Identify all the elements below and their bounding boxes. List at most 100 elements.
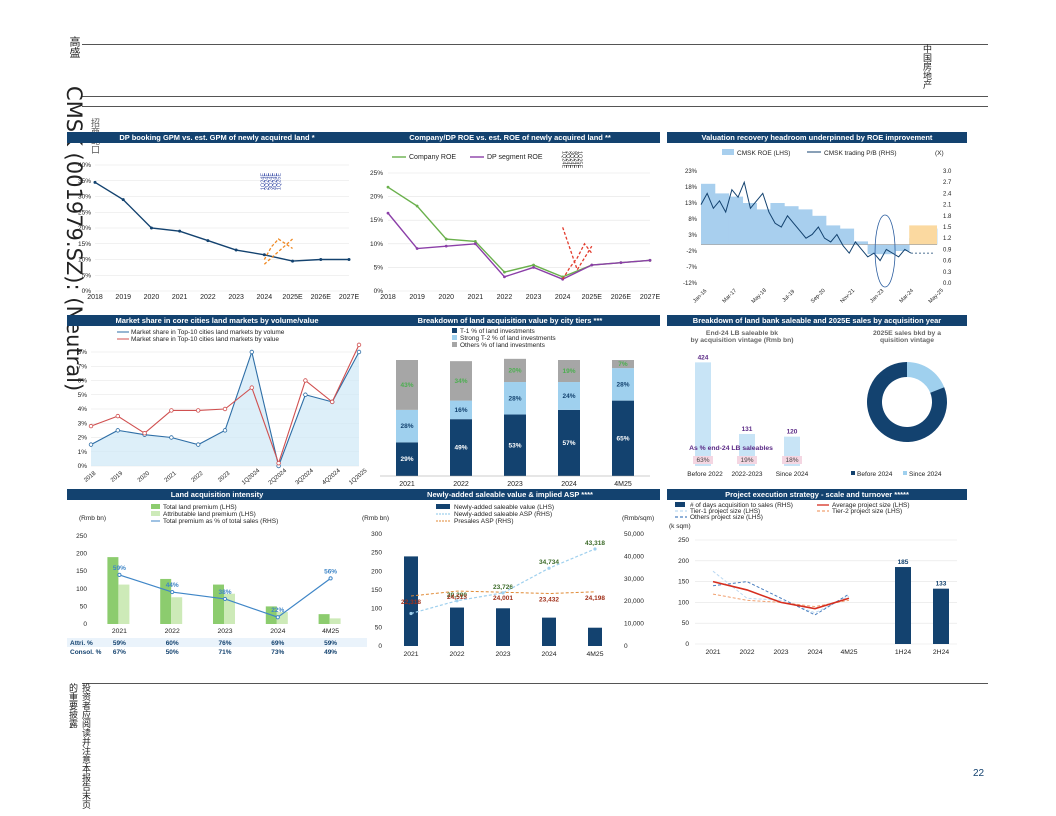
y-tick-label: -7% bbox=[686, 265, 697, 271]
share-point bbox=[276, 460, 281, 466]
x-tick-label: 2021 bbox=[399, 481, 415, 488]
legend-swatch bbox=[452, 335, 457, 340]
stacked-bar-segment bbox=[396, 360, 418, 410]
y-tick-label: 25% bbox=[78, 209, 91, 216]
chart-title: Newly-added saleable value & implied ASP… bbox=[360, 489, 660, 500]
attributable-premium-bar bbox=[171, 597, 183, 624]
legend-label: Attributable land premium (LHS) bbox=[163, 511, 256, 518]
saleable-value-bar bbox=[588, 627, 602, 646]
y-tick-label: 50 bbox=[682, 620, 690, 627]
y-right-tick-label: 50,000 bbox=[624, 531, 644, 538]
y-right-tick-label: 2.1 bbox=[943, 203, 952, 209]
legend-swatch bbox=[851, 471, 855, 475]
roe-chart: 0% 5% 10% 15% 20% 25% 2018 2019 2020 2021 2022 2023… bbox=[370, 151, 660, 301]
share-point bbox=[222, 406, 228, 412]
panel-gpm: DP booking GPM vs. est. GPM of newly acq… bbox=[67, 132, 367, 301]
data-label: 53% bbox=[508, 442, 521, 449]
table-cell: 49% bbox=[324, 649, 337, 656]
y-right-tick-label: 2.7 bbox=[943, 180, 952, 186]
y-tick-label: 30% bbox=[78, 194, 91, 201]
x-tick-label: 1H24 bbox=[895, 649, 911, 656]
y-tick-label: 0 bbox=[685, 641, 689, 648]
data-label: 24% bbox=[562, 393, 575, 400]
x-tick-label: Since 2024 bbox=[776, 471, 809, 478]
total-premium-bar bbox=[318, 614, 330, 624]
execution-chart: # of days acquisition to sales (RHS) Aver… bbox=[669, 502, 957, 656]
highlight-ellipse bbox=[874, 214, 896, 288]
y-tick-label: 250 bbox=[678, 537, 689, 544]
quarter-annotation: 1Q25E bbox=[577, 151, 583, 168]
data-label: 120 bbox=[787, 429, 798, 436]
saleable-value-bar bbox=[496, 608, 510, 646]
gpm-point bbox=[206, 239, 210, 243]
x-tick-label: 2026E bbox=[611, 294, 632, 301]
x-tick-label: 2022 bbox=[165, 628, 180, 635]
x-tick-label: May-25 bbox=[928, 288, 945, 305]
asp-new-point bbox=[455, 599, 459, 603]
x-tick-label: 2022 bbox=[739, 649, 754, 656]
legend-label: Average project size (LHS) bbox=[832, 502, 910, 509]
legend-label: Before 2024 bbox=[857, 471, 893, 478]
share-point bbox=[356, 349, 362, 355]
roe-area-step bbox=[825, 225, 841, 245]
data-label: 185 bbox=[898, 559, 909, 566]
data-label: 34% bbox=[454, 378, 467, 385]
pct-label: 63% bbox=[696, 457, 709, 464]
table-cell: 60% bbox=[166, 640, 179, 647]
cohort-line bbox=[263, 238, 293, 260]
gpm-point bbox=[234, 248, 238, 252]
data-label: 57% bbox=[562, 440, 575, 447]
legend-label: Market share in Top-10 cities land marke… bbox=[131, 329, 285, 336]
stacked-bar-segment bbox=[504, 414, 526, 476]
total-premium-bar bbox=[213, 584, 224, 624]
roe-point bbox=[619, 261, 623, 265]
quarter-annotation: 1Q24E bbox=[260, 173, 266, 190]
chart-title: Land acquisition intensity bbox=[67, 489, 367, 500]
panel-saleable-value: Newly-added saleable value & implied ASP… bbox=[360, 489, 660, 658]
stacked-bar-segment bbox=[450, 419, 472, 476]
days-bar bbox=[933, 588, 949, 644]
y-tick-label: 20% bbox=[78, 225, 91, 232]
quarter-annotation: 1Q24E bbox=[561, 151, 567, 168]
y-right-tick-label: 0.0 bbox=[943, 281, 952, 287]
x-tick-label: 2018 bbox=[83, 470, 98, 484]
roe-area-step bbox=[756, 209, 771, 245]
y-right-tick-label: 2.4 bbox=[943, 191, 952, 197]
asp-new-label: 23,726 bbox=[493, 584, 513, 591]
x-tick-label: 2022 bbox=[497, 294, 513, 301]
cohort-line bbox=[263, 238, 293, 265]
legend-label: Total premium as % of total sales (RHS) bbox=[163, 518, 278, 525]
data-label: 28% bbox=[508, 395, 521, 402]
y-right-tick-label: 30,000 bbox=[624, 576, 644, 583]
project-size-line bbox=[712, 570, 850, 614]
right-brand: 中国房地产 bbox=[921, 44, 931, 89]
roe-point bbox=[473, 242, 477, 246]
x-tick-label: Sep-20 bbox=[810, 288, 827, 305]
legend-label: CMSK trading P/B (RHS) bbox=[824, 150, 897, 157]
y-right-tick-label: 0.3 bbox=[943, 270, 952, 276]
gpm-point bbox=[121, 198, 125, 202]
pct-badge bbox=[782, 456, 802, 464]
x-tick-label: 4M25 bbox=[614, 481, 632, 488]
table-cell: 73% bbox=[271, 649, 284, 656]
roe-area-step bbox=[770, 203, 785, 245]
roe-area-step bbox=[812, 215, 827, 245]
y-tick-label: 150 bbox=[371, 587, 382, 594]
x-tick-label: Nov-21 bbox=[839, 288, 856, 305]
roe-area-step bbox=[798, 209, 813, 245]
y-tick-label: 5% bbox=[82, 272, 92, 279]
header-rule bbox=[82, 106, 988, 107]
y-tick-label: 250 bbox=[371, 550, 382, 557]
x-tick-label: 2018 bbox=[87, 294, 103, 301]
legend-swatch bbox=[452, 328, 457, 333]
quarter-annotation: 2Q24E bbox=[264, 173, 270, 190]
panel-valuation: Valuation recovery headroom underpinned … bbox=[667, 132, 967, 305]
x-tick-label: 2023 bbox=[228, 294, 244, 301]
roe-point bbox=[444, 237, 448, 241]
stacked-bar-segment bbox=[504, 358, 526, 383]
roe-point bbox=[444, 244, 448, 248]
x-tick-label: 2023 bbox=[507, 481, 523, 488]
y-tick-label: 5% bbox=[374, 264, 384, 271]
pct-caption: As % end-24 LB saleables bbox=[689, 445, 773, 452]
chart-title: Valuation recovery headroom underpinned … bbox=[667, 132, 967, 143]
